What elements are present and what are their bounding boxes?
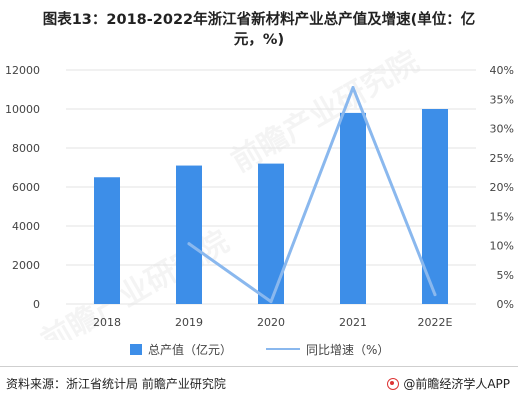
y-tick-label-left: 4000 xyxy=(12,220,40,233)
bar xyxy=(94,177,120,304)
legend-item-line: 同比增速（%） xyxy=(266,341,389,358)
legend-swatch-line xyxy=(266,348,301,350)
growth-point xyxy=(269,300,273,304)
y-tick-label-left: 8000 xyxy=(12,142,40,155)
x-tick-label: 2021 xyxy=(339,316,367,329)
y-tick-label-left: 10000 xyxy=(5,103,40,116)
y-tick-label-right: 0% xyxy=(497,298,514,311)
watermark-text: 前瞻产业研究院 xyxy=(36,224,235,340)
brand-label: @前瞻经济学人APP xyxy=(403,377,510,391)
y-tick-label-right: 5% xyxy=(497,269,514,282)
y-tick-label-left: 6000 xyxy=(12,181,40,194)
y-tick-label-right: 35% xyxy=(490,93,514,106)
x-tick-label: 2018 xyxy=(93,316,121,329)
y-tick-label-right: 10% xyxy=(490,240,514,253)
growth-line xyxy=(187,86,437,304)
y-tick-label-left: 0 xyxy=(33,298,40,311)
chart-title: 图表13：2018-2022年浙江省新材料产业总产值及增速(单位：亿 元，%) xyxy=(0,10,518,50)
chart-title-line1: 图表13：2018-2022年浙江省新材料产业总产值及增速(单位：亿 xyxy=(42,12,476,28)
bar xyxy=(176,165,202,304)
growth-point xyxy=(433,293,437,297)
y-tick-label-left: 12000 xyxy=(5,64,40,77)
y-tick-label-right: 15% xyxy=(490,210,514,223)
brand-logo-icon xyxy=(387,377,400,390)
x-tick-label: 2022E xyxy=(418,316,453,329)
chart-legend: 总产值（亿元） 同比增速（%） xyxy=(130,341,423,358)
chart-title-line2: 元，%) xyxy=(233,32,285,48)
x-tick-label: 2020 xyxy=(257,316,285,329)
legend-label-line: 同比增速（%） xyxy=(306,342,390,357)
y-tick-label-right: 40% xyxy=(490,64,514,77)
chart-plot: 前瞻产业研究院前瞻产业研究院02000400060008000100001200… xyxy=(5,44,514,340)
brand: @前瞻经济学人APP xyxy=(387,375,510,392)
legend-swatch-bar xyxy=(130,343,142,355)
y-tick-label-right: 20% xyxy=(490,181,514,194)
legend-label-bar: 总产值（亿元） xyxy=(148,342,233,357)
growth-point xyxy=(187,242,191,246)
x-tick-label: 2019 xyxy=(175,316,203,329)
y-tick-label-right: 30% xyxy=(490,123,514,136)
y-tick-label-right: 25% xyxy=(490,152,514,165)
bar xyxy=(340,112,366,305)
bar xyxy=(258,163,284,304)
y-tick-label-left: 2000 xyxy=(12,259,40,272)
footer: 资料来源：浙江省统计局 前瞻产业研究院 @前瞻经济学人APP xyxy=(0,366,518,403)
growth-point xyxy=(351,86,355,90)
source-note: 资料来源：浙江省统计局 前瞻产业研究院 xyxy=(6,377,226,391)
legend-item-bar: 总产值（亿元） xyxy=(130,341,232,358)
